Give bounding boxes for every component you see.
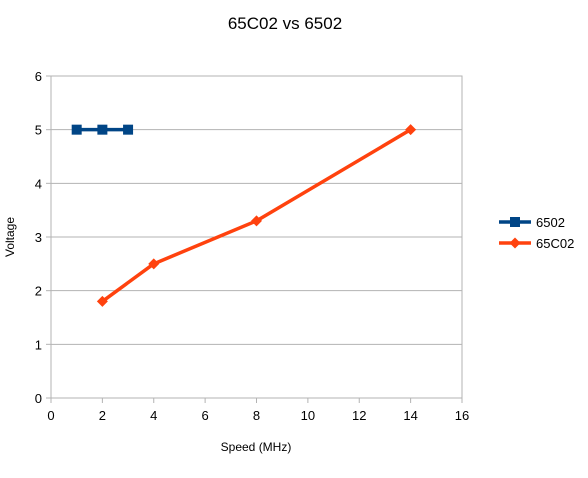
legend-item: 65C02 bbox=[499, 236, 574, 251]
y-axis-ticks: 0 1 2 3 4 5 6 bbox=[35, 69, 51, 406]
legend-marker bbox=[509, 237, 521, 249]
x-axis-label: Speed (MHz) bbox=[221, 440, 292, 454]
legend-label: 65C02 bbox=[536, 236, 574, 251]
series-65c02 bbox=[96, 124, 417, 307]
data-point bbox=[97, 124, 108, 135]
x-tick-label: 2 bbox=[99, 408, 106, 423]
x-tick-label: 6 bbox=[202, 408, 209, 423]
data-point bbox=[405, 124, 417, 136]
x-tick-label: 12 bbox=[352, 408, 366, 423]
x-tick-label: 14 bbox=[403, 408, 417, 423]
y-tick-label: 4 bbox=[35, 176, 42, 191]
chart-title: 65C02 vs 6502 bbox=[228, 14, 342, 33]
x-tick-label: 8 bbox=[253, 408, 260, 423]
legend-marker bbox=[510, 217, 520, 227]
x-tick-label: 0 bbox=[47, 408, 54, 423]
legend-label: 6502 bbox=[536, 215, 565, 230]
y-tick-label: 1 bbox=[35, 337, 42, 352]
x-tick-label: 4 bbox=[150, 408, 157, 423]
legend: 6502 65C02 bbox=[499, 215, 574, 251]
x-tick-label: 10 bbox=[301, 408, 315, 423]
x-axis-ticks: 0 2 4 6 8 10 12 14 16 bbox=[47, 398, 469, 423]
series-layer bbox=[71, 124, 417, 307]
y-tick-label: 5 bbox=[35, 123, 42, 138]
legend-item: 6502 bbox=[499, 215, 565, 230]
series-6502 bbox=[71, 124, 134, 135]
y-tick-label: 2 bbox=[35, 284, 42, 299]
series-line bbox=[101, 128, 412, 303]
data-point bbox=[96, 295, 108, 307]
y-tick-label: 0 bbox=[35, 391, 42, 406]
y-tick-label: 6 bbox=[35, 69, 42, 84]
data-point bbox=[251, 215, 262, 227]
y-axis-label: Voltage bbox=[3, 217, 17, 257]
y-tick-label: 3 bbox=[35, 230, 42, 245]
data-point bbox=[71, 124, 82, 135]
x-tick-label: 16 bbox=[455, 408, 469, 423]
data-point bbox=[148, 258, 160, 270]
data-point bbox=[123, 124, 134, 135]
